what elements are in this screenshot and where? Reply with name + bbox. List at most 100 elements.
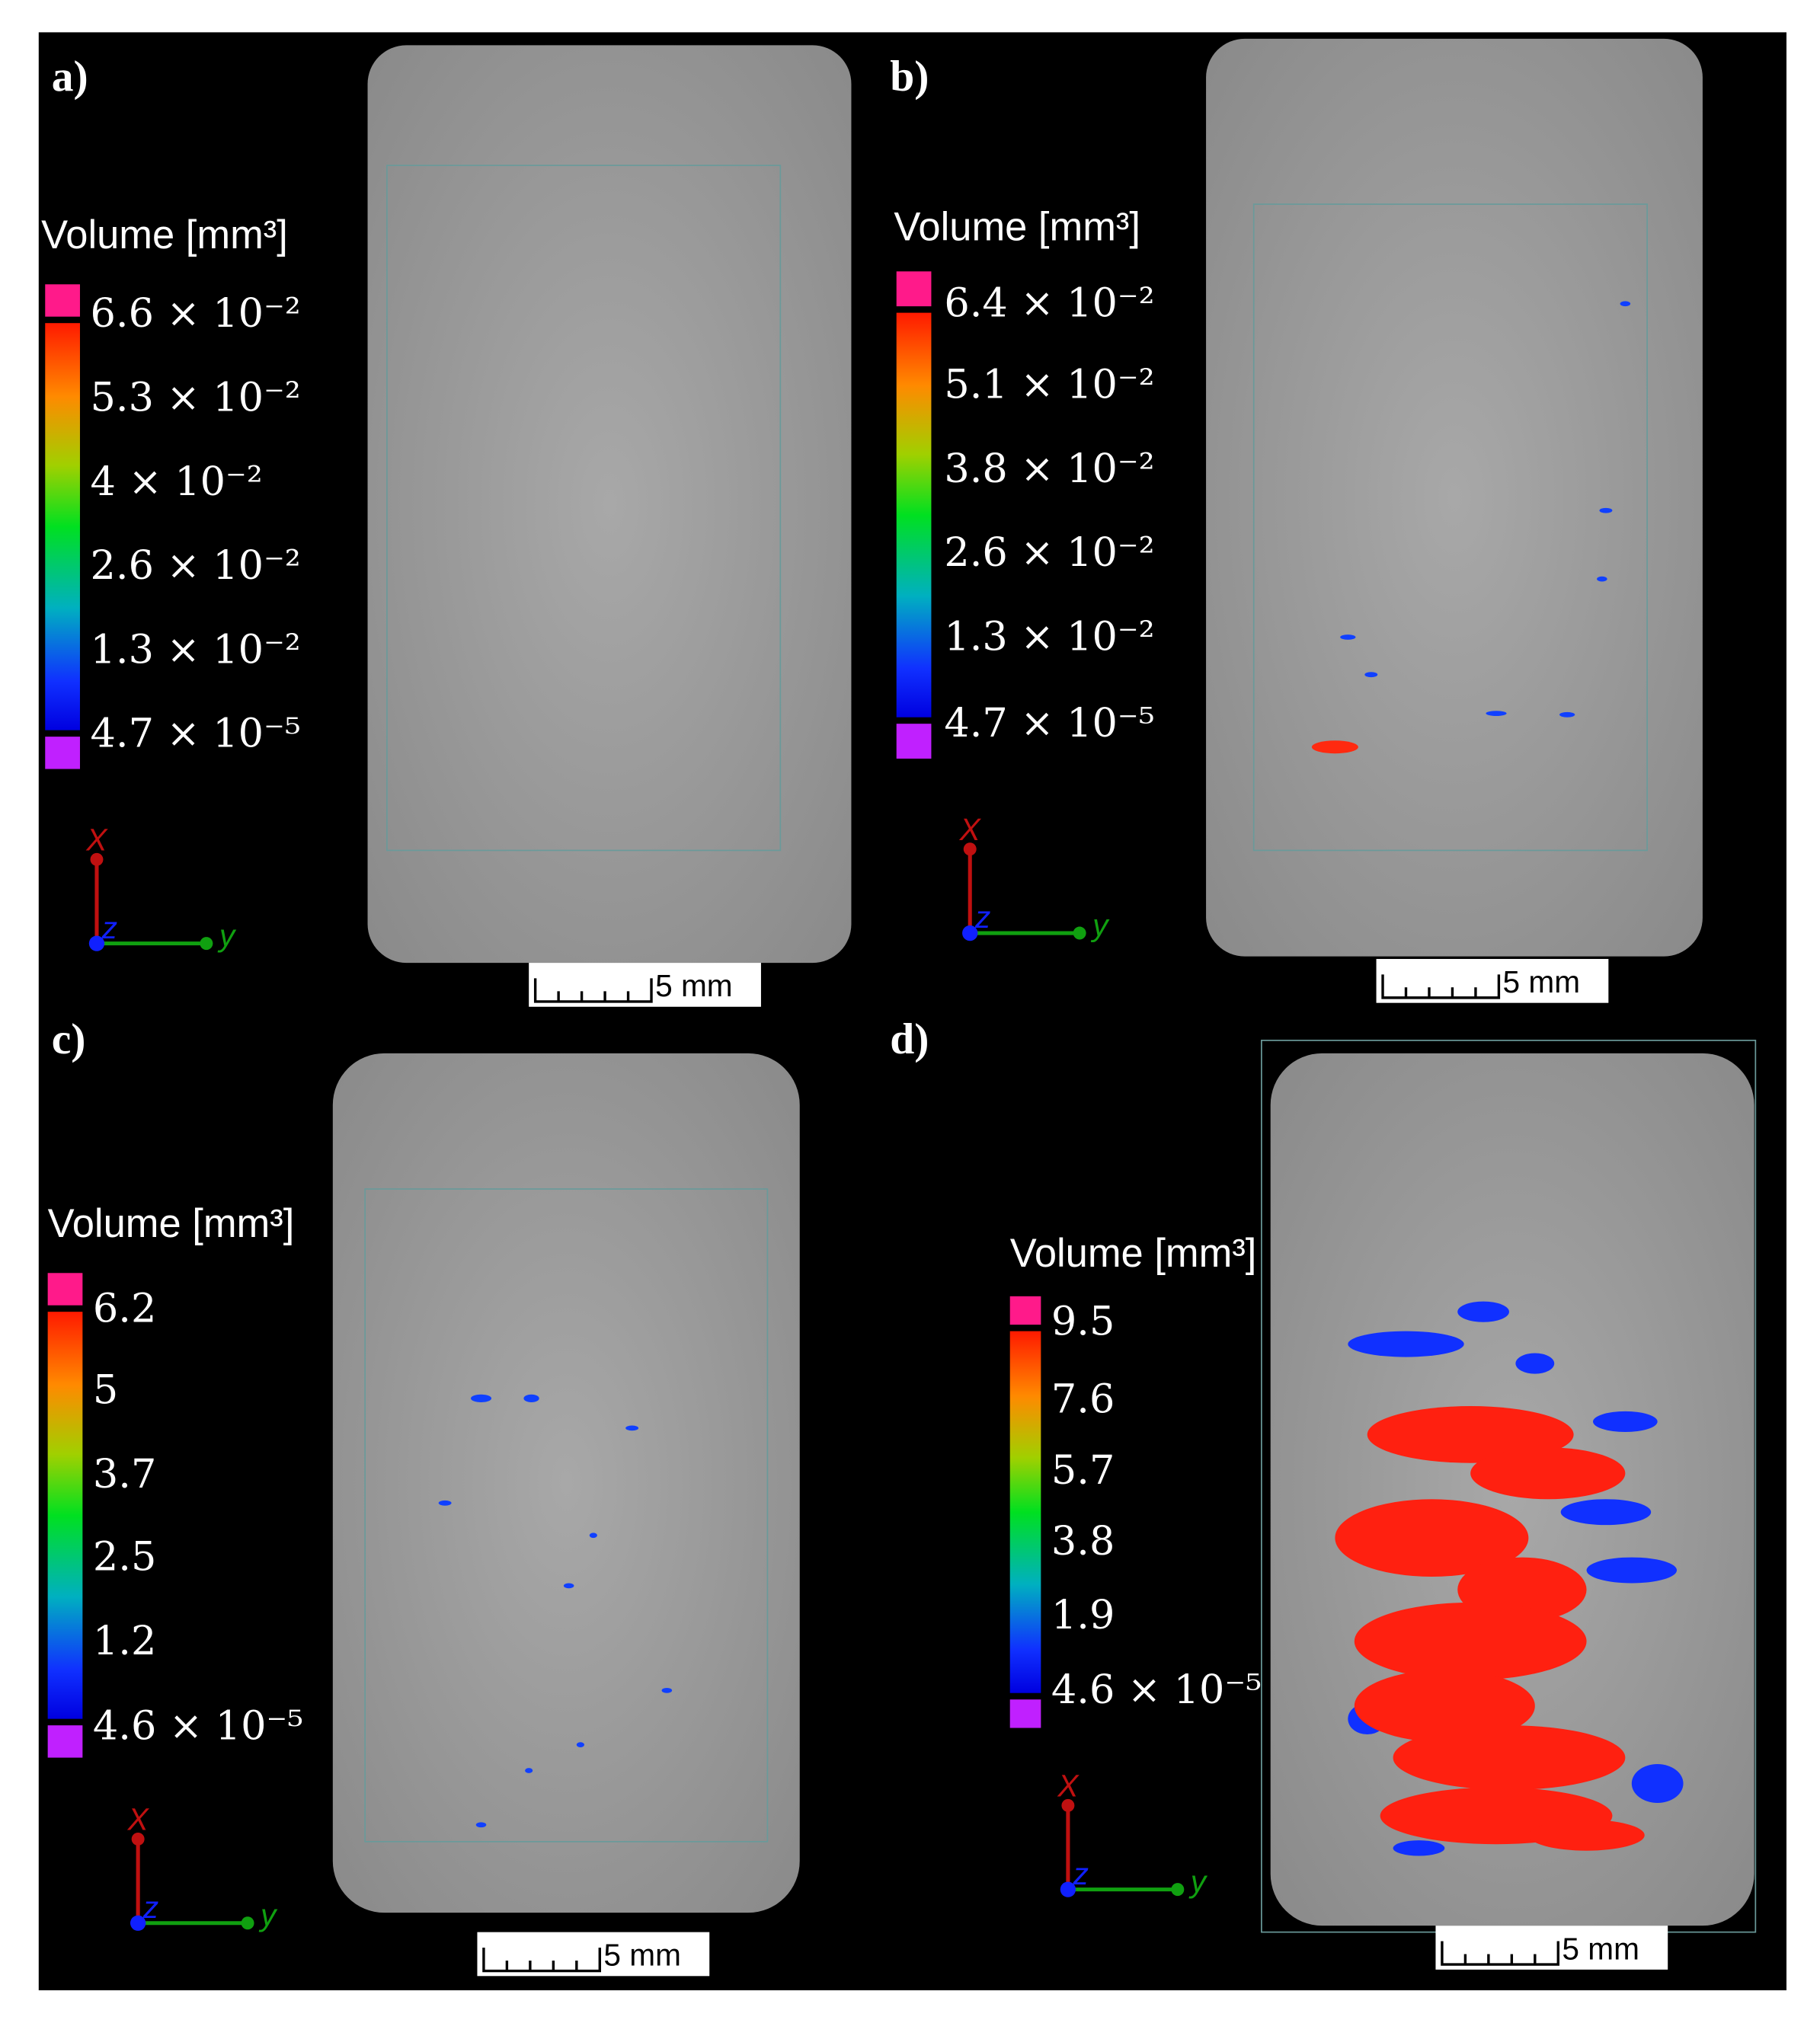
pore <box>1515 1353 1555 1374</box>
axis-z-label: z <box>142 1890 158 1925</box>
pore <box>523 1394 539 1402</box>
legend-label: 7.6 <box>1051 1376 1115 1422</box>
axis-y-end <box>1171 1883 1185 1897</box>
scale-bar-background <box>529 963 761 1007</box>
panel: a) Volume [mm³] 6.6 × 10⁻² 5.3 × 10⁻² 4 × 10… <box>41 45 852 1007</box>
region-of-interest <box>364 1188 769 1843</box>
pore <box>1593 1411 1658 1432</box>
pore <box>1393 1840 1445 1856</box>
pore <box>1393 1725 1626 1790</box>
specimen <box>367 45 852 964</box>
axis-y-end <box>1073 926 1086 940</box>
legend-label: 4.7 × 10⁻⁵ <box>944 700 1154 746</box>
legend-label: 5.1 × 10⁻² <box>944 361 1154 408</box>
scale-bar-label: 5 mm <box>1562 1931 1639 1966</box>
pore <box>1597 576 1607 582</box>
pore <box>1367 1406 1574 1463</box>
pore <box>625 1425 639 1431</box>
pore <box>1486 711 1507 716</box>
colorbar <box>896 312 932 718</box>
colorbar <box>1009 1331 1041 1693</box>
axis-z-label: z <box>101 910 117 945</box>
panel-label: d) <box>890 1015 929 1063</box>
pore <box>1586 1557 1678 1584</box>
axis-x-label: X <box>959 812 982 847</box>
legend-label: 4.7 × 10⁻⁵ <box>91 711 301 757</box>
axis-origin <box>962 925 978 941</box>
pore <box>1340 634 1356 640</box>
colorbar <box>47 1312 83 1719</box>
panel-label: b) <box>890 53 929 101</box>
pore <box>1348 1331 1464 1357</box>
axis-x-end <box>131 1832 145 1846</box>
scale-bar <box>533 978 653 1003</box>
colorbar-max <box>47 1273 83 1306</box>
legend-label: 4.6 × 10⁻⁵ <box>93 1703 303 1750</box>
panel-label: c) <box>52 1015 86 1063</box>
scale-bar <box>1381 974 1501 999</box>
pore <box>1528 1820 1645 1851</box>
colorbar-min <box>45 737 80 769</box>
axis-x-end <box>1061 1798 1075 1812</box>
pore <box>1620 301 1631 307</box>
legend-title: Volume [mm³] <box>41 213 288 257</box>
scale-bar-label: 5 mm <box>1502 964 1580 999</box>
pore <box>1457 1301 1509 1322</box>
scale-bar-background <box>1376 958 1609 1003</box>
scale-bar-label: 5 mm <box>655 968 733 1003</box>
axis-z-label: z <box>974 900 990 935</box>
axis-x-label: X <box>1057 1768 1080 1803</box>
pore <box>1599 507 1613 513</box>
colorbar-max <box>45 284 80 317</box>
axis-origin <box>130 1915 146 1931</box>
axis-x-label: X <box>127 1802 150 1837</box>
legend-label: 9.5 <box>1051 1299 1115 1345</box>
axis-y-label: y <box>1188 1864 1208 1899</box>
legend-label: 6.2 <box>93 1286 156 1332</box>
panel: d) Volume [mm³] 9.5 7.6 5.7 3.8 1.9 4.6 × 10⁻⁵ X… <box>890 1015 1757 1970</box>
pore <box>589 1533 597 1539</box>
legend-label: 6.6 × 10⁻² <box>91 290 301 337</box>
specimen <box>332 1053 800 1913</box>
scale-bar-label: 5 mm <box>603 1938 681 1973</box>
pore <box>525 1768 533 1773</box>
legend-label: 4 × 10⁻² <box>91 459 263 505</box>
legend-title: Volume [mm³] <box>894 205 1140 250</box>
legend-label: 1.9 <box>1051 1592 1115 1638</box>
axis-y-end <box>241 1916 254 1930</box>
axis-x-end <box>963 842 977 856</box>
legend-label: 2.6 × 10⁻² <box>944 529 1154 576</box>
legend-label: 2.6 × 10⁻² <box>91 542 301 589</box>
legend-label: 4.6 × 10⁻⁵ <box>1051 1667 1262 1713</box>
axis-y-label: y <box>1090 907 1110 942</box>
pore <box>1354 1602 1587 1680</box>
colorbar-min <box>1009 1699 1041 1728</box>
legend-label: 5.7 <box>1051 1447 1115 1494</box>
scale-bar-background <box>477 1932 710 1977</box>
pore <box>1559 711 1575 718</box>
pore <box>1631 1764 1684 1803</box>
legend-label: 5.3 × 10⁻² <box>91 374 301 420</box>
legend-label: 2.5 <box>93 1533 156 1580</box>
legend-label: 1.2 <box>93 1618 156 1664</box>
panel: b) Volume [mm³] 6.4 × 10⁻² 5.1 × 10⁻² 3.8 × … <box>890 38 1703 1003</box>
axis-origin <box>88 935 105 951</box>
colorbar-max <box>896 271 932 307</box>
pore <box>1311 740 1358 754</box>
pore <box>661 1687 673 1693</box>
pore <box>1354 1670 1535 1743</box>
pore <box>1364 672 1378 678</box>
pore <box>1335 1499 1529 1577</box>
legend-label: 3.7 <box>93 1451 156 1497</box>
legend-label: 6.4 × 10⁻² <box>944 280 1154 327</box>
axis-z-label: z <box>1073 1856 1089 1891</box>
scale-bar-background <box>1435 1926 1668 1970</box>
axis-origin <box>1060 1881 1076 1897</box>
axis-y-end <box>200 937 213 951</box>
pore <box>438 1500 452 1506</box>
axis-x-end <box>90 852 104 866</box>
axis-y-label: y <box>217 918 237 953</box>
axis-x-label: X <box>85 822 108 857</box>
panel-label: a) <box>52 53 88 101</box>
